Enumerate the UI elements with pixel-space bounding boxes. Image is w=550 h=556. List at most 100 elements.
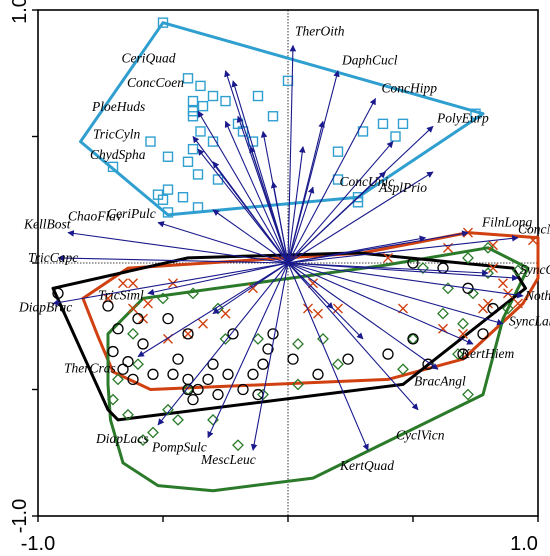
sample-marker-diamond xyxy=(107,393,119,406)
sample-marker-square xyxy=(267,111,279,122)
species-arrow xyxy=(57,254,289,264)
sample-marker-x xyxy=(488,263,498,274)
species-label-theroith: TherOith xyxy=(295,23,345,38)
species-arrow xyxy=(287,262,369,451)
species-label-diapbrac: DiapBrac xyxy=(18,299,72,314)
sample-marker-x xyxy=(528,235,538,246)
sample-marker-square xyxy=(187,143,199,155)
sample-marker-square xyxy=(212,174,224,185)
sample-marker-circle xyxy=(202,373,214,386)
sample-marker-x xyxy=(308,278,318,289)
sample-marker-square xyxy=(332,174,344,185)
sample-marker-x xyxy=(128,278,138,289)
species-arrow xyxy=(212,161,289,264)
species-label-polyeurp: PolyEurp xyxy=(436,110,489,125)
sample-marker-square xyxy=(192,202,204,213)
sample-marker-circle xyxy=(117,363,129,375)
species-arrow xyxy=(287,262,474,345)
sample-marker-square xyxy=(207,90,219,102)
sample-marker-square xyxy=(187,111,199,122)
sample-marker-circle xyxy=(147,368,159,380)
sample-marker-x xyxy=(248,283,258,294)
sample-marker-square xyxy=(195,126,206,137)
species-label-triccyln: TricCyln xyxy=(93,127,141,142)
sample-marker-diamond xyxy=(467,287,479,300)
species-arrow xyxy=(287,97,376,264)
sample-marker-circle xyxy=(477,328,489,340)
sample-marker-diamond xyxy=(462,388,474,401)
species-arrow xyxy=(157,221,289,264)
species-arrow xyxy=(287,262,334,310)
species-label-concnatn: ConcNatn xyxy=(518,222,550,237)
sample-marker-diamond xyxy=(157,292,169,305)
species-arrow xyxy=(287,171,386,264)
species-arrow xyxy=(207,262,289,439)
sample-marker-diamond xyxy=(452,348,464,360)
x-tick-label: -1.0 xyxy=(21,533,55,555)
y-tick-label: -1.0 xyxy=(9,499,31,533)
sample-marker-square xyxy=(177,192,189,203)
species-label-conccoen: ConcCoen xyxy=(127,75,184,90)
sample-marker-diamond xyxy=(397,363,409,376)
species-arrow xyxy=(287,145,306,264)
sample-marker-square xyxy=(145,136,156,147)
sample-marker-circle xyxy=(342,353,354,365)
species-label-kerthiem: KertHiem xyxy=(460,346,514,361)
sample-marker-circle xyxy=(162,313,174,325)
sample-marker-diamond xyxy=(417,262,429,274)
species-arrow xyxy=(250,262,289,451)
species-arrow xyxy=(287,141,394,264)
species-label-filnlong: FilnLong xyxy=(481,215,533,230)
sample-marker-circle xyxy=(182,383,194,396)
sample-marker-circle xyxy=(237,383,249,396)
sample-marker-diamond xyxy=(462,252,474,264)
species-arrow xyxy=(287,262,524,299)
sample-marker-square xyxy=(377,118,389,130)
sample-marker-diamond xyxy=(147,426,159,439)
species-arrow xyxy=(287,186,315,264)
species-label-thercras: TherCras xyxy=(64,361,116,376)
sample-marker-x xyxy=(383,252,393,263)
sample-marker-square xyxy=(107,161,119,173)
sample-marker-circle xyxy=(107,345,119,358)
sample-marker-circle xyxy=(287,353,299,365)
species-label-kellbost: KellBost xyxy=(23,217,72,232)
sample-marker-circle xyxy=(127,373,139,386)
sample-marker-square xyxy=(162,207,174,218)
sample-marker-x xyxy=(183,328,193,339)
sample-marker-diamond xyxy=(232,439,244,452)
species-arrow xyxy=(157,262,289,426)
species-arrow xyxy=(52,262,289,306)
species-label-diaplacs: DiapLacs xyxy=(95,431,149,446)
y-tick-label: 1.0 xyxy=(9,0,31,24)
species-arrow xyxy=(287,120,325,264)
sample-marker-circle xyxy=(187,393,199,406)
sample-marker-circle xyxy=(52,287,64,300)
species-label-ceriquad: CeriQuad xyxy=(122,51,176,66)
sample-marker-x xyxy=(488,240,498,251)
sample-marker-x xyxy=(333,303,343,314)
sample-marker-square xyxy=(192,169,204,180)
sample-marker-circle xyxy=(207,358,219,370)
species-arrow xyxy=(287,262,504,326)
sample-marker-diamond xyxy=(442,282,454,295)
sample-marker-circle xyxy=(137,338,149,350)
species-label-bracangl: BracAngl xyxy=(414,373,466,388)
species-label-mescleuc: MescLeuc xyxy=(200,452,256,467)
species-arrow xyxy=(212,209,289,264)
sample-marker-diamond xyxy=(292,338,304,350)
species-label-concunic: ConcUnic xyxy=(340,174,395,189)
sample-marker-diamond xyxy=(132,358,144,371)
sample-marker-x xyxy=(513,298,523,309)
group-hull-circle xyxy=(51,251,527,422)
species-label-daphcucl: DaphCucl xyxy=(341,53,398,68)
species-label-nothsqua: NothSqua xyxy=(524,288,550,303)
species-arrow xyxy=(147,262,289,296)
species-arrow xyxy=(197,110,289,264)
sample-marker-x xyxy=(458,328,468,339)
sample-marker-diamond xyxy=(332,358,344,371)
species-arrow xyxy=(287,262,439,370)
sample-marker-square xyxy=(252,90,264,102)
sample-marker-square xyxy=(162,184,174,195)
